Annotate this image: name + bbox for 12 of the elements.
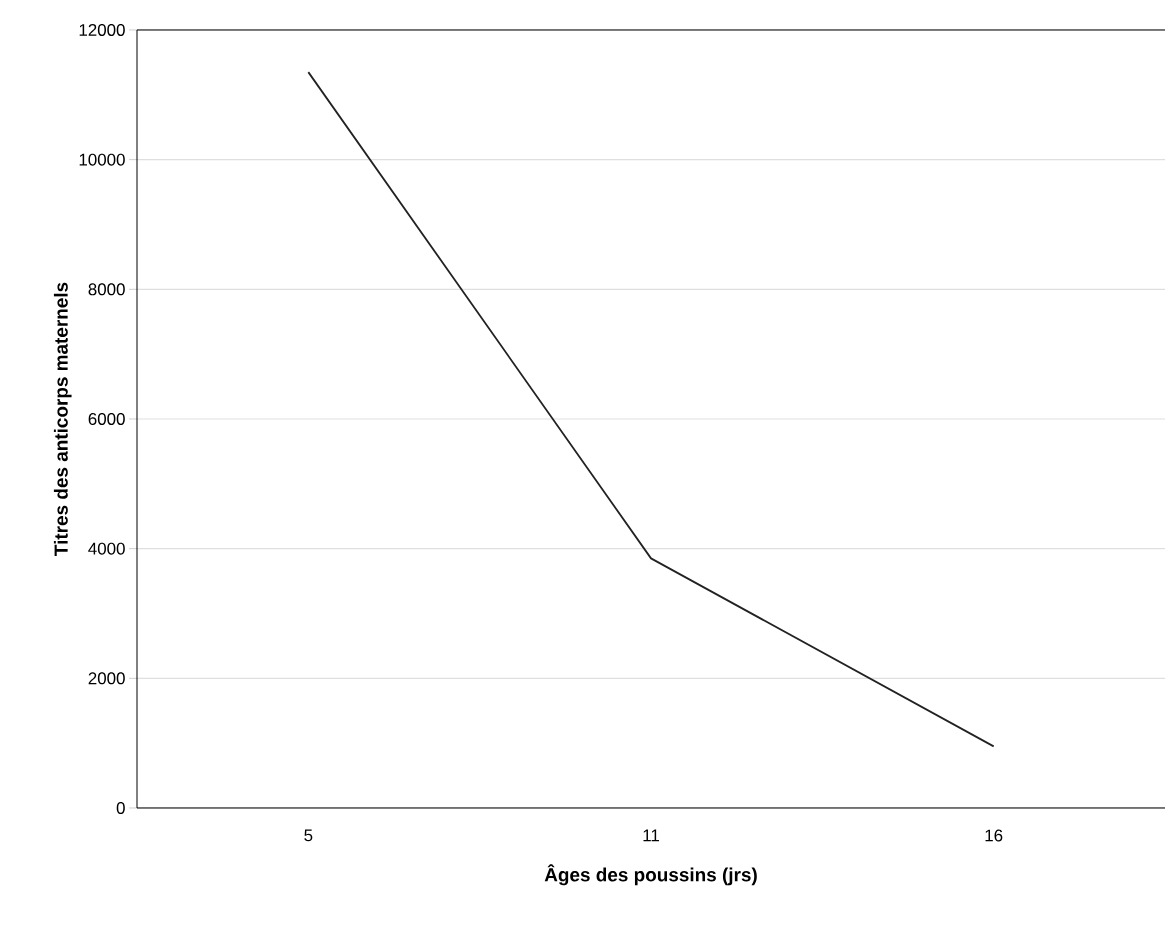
y-tick-label: 12000 bbox=[79, 23, 125, 36]
x-tick-label: 5 bbox=[304, 829, 313, 842]
x-tick-label: 16 bbox=[985, 829, 1003, 842]
y-tick-label: 4000 bbox=[88, 542, 125, 555]
y-tick-label: 2000 bbox=[88, 672, 125, 685]
y-tick-label: 6000 bbox=[88, 412, 125, 425]
x-axis-title: Âges des poussins (jrs) bbox=[544, 864, 757, 886]
y-axis-title: Titres des anticorps maternels bbox=[53, 282, 72, 556]
y-tick-label: 8000 bbox=[88, 283, 125, 296]
x-tick-label: 11 bbox=[643, 829, 659, 842]
y-tick-label: 0 bbox=[116, 801, 125, 814]
y-tick-label: 10000 bbox=[79, 153, 125, 166]
